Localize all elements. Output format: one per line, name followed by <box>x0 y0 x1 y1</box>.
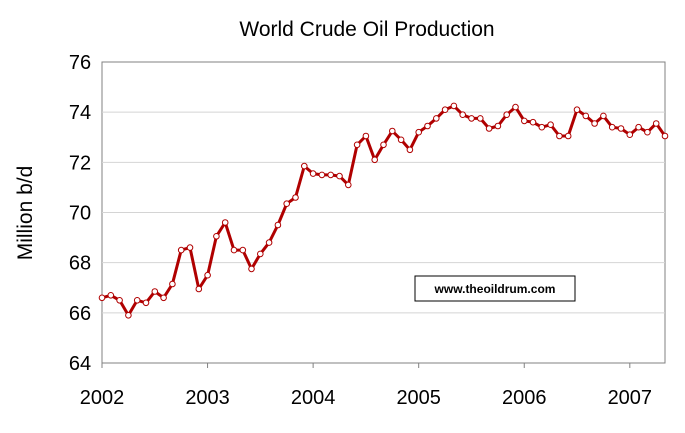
data-point <box>468 115 475 122</box>
data-point <box>318 171 326 179</box>
data-point <box>239 246 247 254</box>
y-tick-label: 68 <box>69 253 91 275</box>
data-point <box>424 122 431 130</box>
x-tick-labels: 2002 2003 2004 2005 2006 2007 <box>80 363 652 409</box>
data-point <box>248 265 255 273</box>
data-point <box>661 132 669 140</box>
y-tick-label: 70 <box>69 203 91 225</box>
y-tick-label: 64 <box>69 353 91 375</box>
data-point <box>265 239 273 246</box>
y-axis-label: Million b/d <box>14 166 37 261</box>
chart-title: World Crude Oil Production <box>239 18 494 41</box>
annotation-text: www.theoildrum.com <box>434 282 556 296</box>
data-point <box>635 123 642 131</box>
data-point <box>494 122 502 130</box>
data-point <box>309 170 317 177</box>
data-point <box>292 194 299 201</box>
data-point <box>573 106 581 113</box>
data-point <box>608 123 616 131</box>
annotation-frame <box>414 275 576 302</box>
data-point <box>213 233 220 240</box>
x-tick-label: 2006 <box>502 387 547 409</box>
data-point <box>617 125 625 132</box>
data-point <box>529 118 537 126</box>
data-point <box>125 312 132 319</box>
data-point <box>406 146 414 154</box>
data-point <box>133 297 141 304</box>
series-production <box>98 102 669 319</box>
data-point <box>371 156 379 164</box>
x-tick-label: 2003 <box>185 387 230 409</box>
data-point <box>204 271 211 279</box>
y-tick-labels: 64 66 68 70 72 74 76 <box>69 52 91 375</box>
data-point <box>301 162 308 170</box>
data-point <box>362 132 370 140</box>
data-point <box>274 221 282 229</box>
y-tick-label: 66 <box>69 303 91 325</box>
x-tick-label: 2007 <box>608 387 653 409</box>
data-point <box>564 132 572 140</box>
data-point <box>195 285 203 293</box>
data-point <box>169 280 176 288</box>
data-point <box>327 171 335 179</box>
data-point <box>230 246 238 254</box>
data-point <box>142 299 150 307</box>
data-point <box>644 128 651 136</box>
data-point <box>397 136 405 144</box>
data-point <box>556 132 563 140</box>
x-tick-label: 2002 <box>80 387 125 409</box>
data-point <box>459 111 467 118</box>
data-point <box>221 219 229 226</box>
data-point <box>512 103 519 111</box>
data-point <box>415 128 423 136</box>
data-point <box>538 123 546 131</box>
data-point <box>116 297 123 304</box>
data-point <box>652 120 660 127</box>
data-point <box>547 121 554 128</box>
data-point <box>160 294 167 302</box>
y-tick-label: 74 <box>69 102 91 124</box>
data-point <box>107 292 115 299</box>
data-point <box>151 288 159 295</box>
data-point <box>433 115 440 122</box>
annotation-box: www.theoildrum.com <box>414 275 576 302</box>
data-point <box>177 246 185 254</box>
grid <box>102 111 665 314</box>
data-point <box>283 200 291 207</box>
data-point <box>441 106 449 113</box>
data-point <box>626 131 634 138</box>
x-tick-label: 2004 <box>291 387 336 409</box>
data-point <box>353 141 361 149</box>
data-point <box>380 141 387 149</box>
data-point <box>98 294 106 302</box>
data-point <box>186 244 194 251</box>
data-point <box>582 112 590 120</box>
data-point <box>521 117 528 125</box>
data-point <box>600 112 607 120</box>
data-point <box>389 127 396 135</box>
data-point <box>336 172 343 180</box>
y-tick-label: 72 <box>69 152 91 174</box>
data-point <box>257 250 264 258</box>
data-point <box>477 115 484 122</box>
data-point <box>591 120 598 127</box>
data-point <box>345 181 352 189</box>
data-point <box>503 111 511 118</box>
x-tick-label: 2005 <box>396 387 441 409</box>
data-point <box>450 102 458 110</box>
data-point <box>485 125 493 132</box>
y-tick-label: 76 <box>69 52 91 74</box>
